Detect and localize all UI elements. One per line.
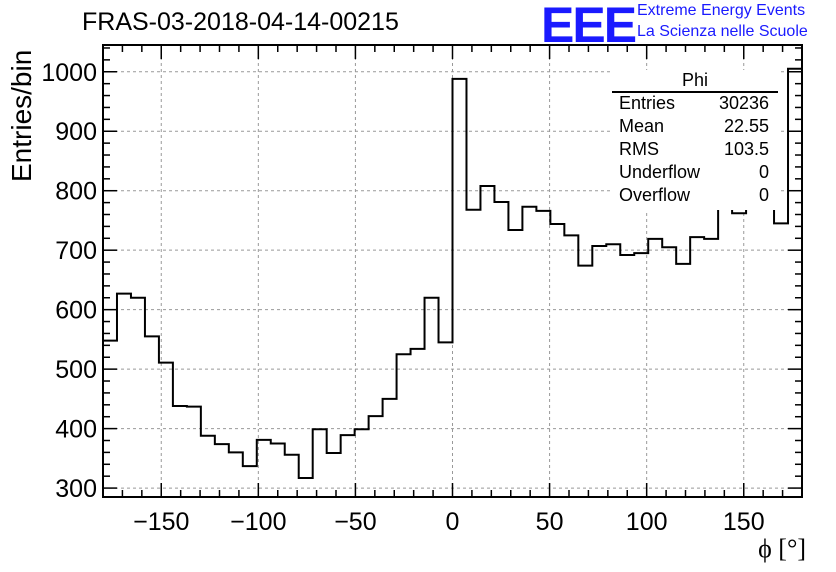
x-tick-label: −100 xyxy=(230,508,286,536)
stat-value: 0 xyxy=(758,162,769,182)
x-tick-label: 100 xyxy=(626,508,668,536)
stat-label: Entries xyxy=(619,93,676,113)
eee-logo: EEE xyxy=(541,0,637,53)
stats-title: Phi xyxy=(681,70,708,90)
stat-row-mean: Mean 22.55 xyxy=(619,116,769,139)
stat-label: Mean xyxy=(619,116,665,136)
y-tick-label: 500 xyxy=(55,356,97,384)
logo-line-2: La Scienza nelle Scuole xyxy=(637,23,808,40)
stats-box: Phi Entries 30236 Mean 22.55 RMS 103.5 U… xyxy=(612,70,778,210)
y-tick-label: 800 xyxy=(55,178,97,206)
x-tick-label: 0 xyxy=(446,508,460,536)
y-tick-label: 300 xyxy=(55,475,97,503)
x-tick-label: 150 xyxy=(723,508,765,536)
y-tick-label: 700 xyxy=(55,237,97,265)
stat-label: RMS xyxy=(619,139,659,159)
stat-value: 30236 xyxy=(718,93,769,113)
y-tick-label: 600 xyxy=(55,297,97,325)
chart-title: FRAS-03-2018-04-14-00215 xyxy=(82,8,399,36)
x-tick-label: −150 xyxy=(133,508,189,536)
x-tick-label: −50 xyxy=(334,508,376,536)
stats-divider xyxy=(612,91,778,93)
axis-ticks xyxy=(102,45,803,497)
stat-row-overflow: Overflow 0 xyxy=(619,185,769,208)
stat-label: Underflow xyxy=(619,162,701,182)
stat-value: 0 xyxy=(758,185,769,205)
tick-labels: −150 −100 −50 0 50 100 150 300 400 500 600 700 800 90… xyxy=(41,59,764,536)
y-tick-label: 1000 xyxy=(41,59,97,87)
stat-value: 103.5 xyxy=(723,139,769,159)
y-tick-label: 900 xyxy=(55,118,97,146)
stat-row-underflow: Underflow 0 xyxy=(619,162,769,185)
stat-value: 22.55 xyxy=(723,116,769,136)
stat-row-entries: Entries 30236 xyxy=(619,93,769,116)
x-tick-label: 50 xyxy=(536,508,564,536)
y-tick-label: 400 xyxy=(55,416,97,444)
x-axis-label: ϕ [°] xyxy=(758,534,806,563)
histogram-series xyxy=(103,67,802,479)
stat-row-rms: RMS 103.5 xyxy=(619,139,769,162)
stat-label: Overflow xyxy=(619,185,691,205)
logo-line-1: Extreme Energy Events xyxy=(637,2,806,19)
y-axis-label: Entries/bin xyxy=(6,49,37,182)
